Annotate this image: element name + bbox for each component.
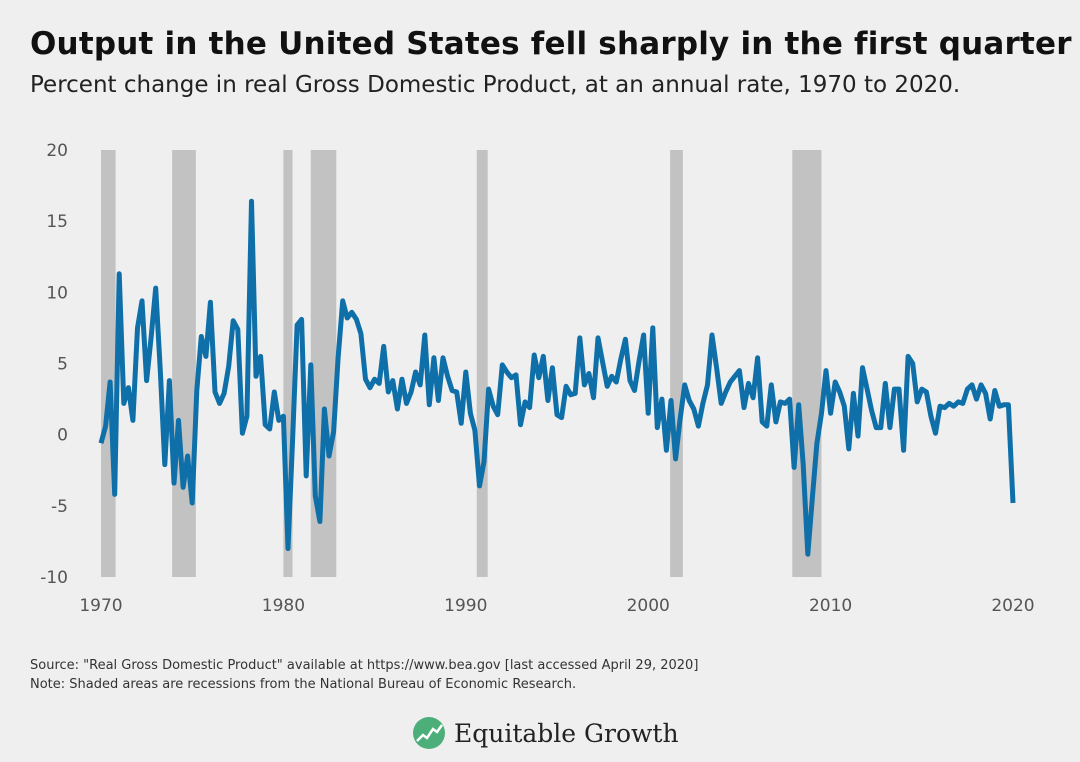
x-tick-label: 1980: [262, 596, 305, 616]
x-tick-label: 2000: [627, 596, 670, 616]
x-tick-label: 2020: [991, 596, 1034, 616]
recession-band: [283, 150, 293, 577]
y-tick-label: -5: [51, 497, 68, 517]
recession-band: [670, 150, 683, 577]
y-tick-label: 10: [46, 283, 68, 303]
chart-subtitle: Percent change in real Gross Domestic Pr…: [30, 72, 961, 98]
growth-chart-icon: [413, 717, 445, 749]
recession-band: [310, 150, 337, 577]
x-tick-label: 1970: [79, 596, 122, 616]
logo-text: Equitable Growth: [454, 718, 679, 748]
y-tick-label: 20: [46, 141, 68, 161]
recession-note: Note: Shaded areas are recessions from t…: [30, 677, 577, 692]
x-tick-label: 2010: [809, 596, 852, 616]
recession-band: [101, 150, 116, 577]
notes: Source: "Real Gross Domestic Product" av…: [30, 656, 698, 694]
y-tick-label: 5: [57, 355, 68, 375]
recession-band: [172, 150, 196, 577]
gdp-line-chart: 20 15 10 5 0 -5 -10 1970 1980 1990 2000 2010 2020: [40, 141, 1034, 616]
chart-title: Output in the United States fell sharply…: [30, 26, 1072, 62]
gdp-growth-series-line: [98, 198, 1016, 557]
y-tick-label: -10: [40, 568, 68, 588]
x-tick-label: 1990: [444, 596, 487, 616]
source-note: Source: "Real Gross Domestic Product" av…: [30, 658, 699, 673]
equitable-growth-logo: Equitable Growth: [412, 716, 679, 750]
y-tick-label: 0: [57, 426, 68, 446]
recession-band: [476, 150, 488, 577]
y-tick-label: 15: [46, 212, 68, 232]
